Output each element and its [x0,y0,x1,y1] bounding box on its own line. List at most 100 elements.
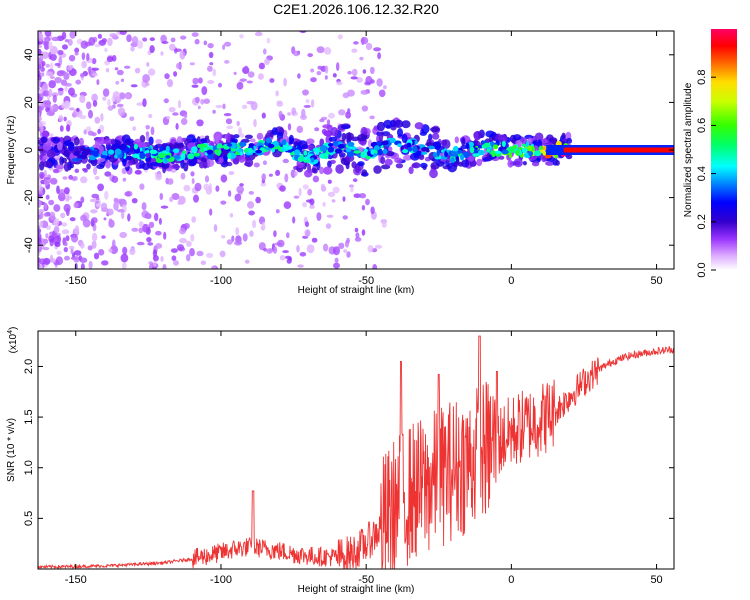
spectrogram-speckle [112,91,121,100]
spectrogram-ridge-blob [407,147,413,152]
spectrogram-halo [347,132,352,142]
spectrogram-ridge-blob [132,153,140,158]
spectrogram-speckle [288,257,293,261]
spectrogram-speckle [196,119,204,127]
spectrogram-speckle [241,104,248,110]
colorbar-tick-label: 0.4 [696,166,708,181]
spectrogram-speckle [115,80,120,85]
spectrogram-halo [215,135,220,145]
spectrogram-speckle [359,193,367,199]
snr-multiplier-exp: 4 [7,330,14,334]
spectrogram-speckle [160,205,169,209]
spectrogram-speckle [113,201,119,211]
spectrogram-ridge-blob [252,145,257,150]
spectrogram-ridge-blob [146,149,150,154]
spectrogram-speckle [305,221,309,228]
spectrogram-ridge-blob [462,151,470,158]
spectrogram-speckle [146,213,152,220]
spectrogram-halo [345,162,350,170]
spectrogram-speckle [324,75,328,80]
spectrogram-ridge-blob [319,145,327,152]
spectrogram-halo [96,164,105,170]
spectrogram-speckle [91,58,97,65]
spectrogram-speckle [293,50,300,57]
spectrogram-speckle [49,254,54,263]
spectrogram-speckle [383,85,387,90]
spectrogram-speckle [175,123,179,130]
spectrogram-speckle [57,87,64,91]
spectrogram-speckle [239,78,247,82]
spectrogram-halo [357,134,368,142]
spectrogram-speckle [302,89,309,96]
spectrogram-speckle [81,52,86,61]
spectrogram-ridge-blob [501,140,506,148]
spectrogram-speckle [116,103,124,108]
spectrogram-speckle [67,65,73,71]
spectrogram-speckle [282,158,289,164]
spectrogram-speckle [139,183,145,190]
spectrogram-speckle [297,73,301,79]
spectrogram-ridge-blob [248,143,254,147]
spectrogram-speckle [65,124,71,132]
spectrogram-speckle [235,227,240,236]
spectrogram-ridge-blob [80,147,86,151]
spectrogram-speckle [48,41,53,51]
spectrogram-speckle [319,118,325,123]
spectrogram-speckle [74,225,80,235]
spectrogram-ridge-blob [542,150,547,156]
spectrogram-halo [513,158,523,168]
spectrogram-speckle [242,233,248,242]
spectrogram-speckle [194,38,200,45]
spectrogram-ridge-blob [370,149,375,155]
spectrogram-speckle [154,212,159,222]
spectrogram-halo [385,150,395,157]
spectrogram-ridge-blob [303,150,308,156]
spectrogram-speckle [64,187,70,195]
spectrogram-speckle [290,169,296,179]
spectrogram-speckle [121,262,127,269]
spectrogram-speckle [68,87,75,96]
spectrogram-halo [328,136,337,142]
spectrogram-speckle [136,102,144,106]
spectrogram-speckle [377,52,381,60]
spectrogram-halo [105,160,111,169]
spectrogram-speckle [353,41,359,45]
y-tick-label: 2.0 [23,359,35,374]
colorbar-gradient [711,29,737,270]
spectrogram-speckle [364,81,372,86]
spectrogram-speckle [38,178,43,187]
spectrogram-speckle [327,191,336,197]
spectrogram-speckle [209,62,214,66]
spectrogram-speckle [234,240,243,246]
spectrogram-ridge-blob [453,145,459,152]
spectrogram-speckle [239,34,244,39]
spectrogram-ridge-blob [199,147,205,153]
spectrogram-speckle [296,125,304,133]
spectrogram-halo [411,163,418,168]
colorbar: 0.0 0.2 0.4 0.6 0.8 Normalized spectral ampl… [683,29,737,278]
spectrogram-speckle [86,53,90,61]
spectrogram-ridge-blob [214,149,221,153]
spectrogram-halo [218,157,224,164]
spectrogram-halo [425,142,436,147]
spectrogram-ridge-blob [207,153,214,160]
spectrogram-speckle [134,170,142,175]
spectrogram-speckle [215,185,220,192]
spectrogram-speckle [38,44,43,49]
spectrogram-halo [512,134,522,141]
spectrogram-speckle [306,244,315,254]
spectrogram-speckle [73,202,79,209]
spectrogram-speckle [226,125,234,130]
spectrogram-speckle [296,245,300,253]
spectrogram-halo [522,161,527,166]
x-tick-label: 50 [650,275,662,287]
spectrogram-speckle [160,256,164,262]
spectrogram-ridge-blob [528,151,534,157]
spectrogram-speckle [126,34,132,43]
spectrogram-speckle [38,236,42,245]
spectrogram-speckle [124,65,131,69]
spectrogram-speckle [300,114,307,120]
spectrogram-speckle [347,89,355,97]
spectrogram-ridge-blob [486,148,491,153]
spectrogram-ridge-blob [421,147,430,152]
